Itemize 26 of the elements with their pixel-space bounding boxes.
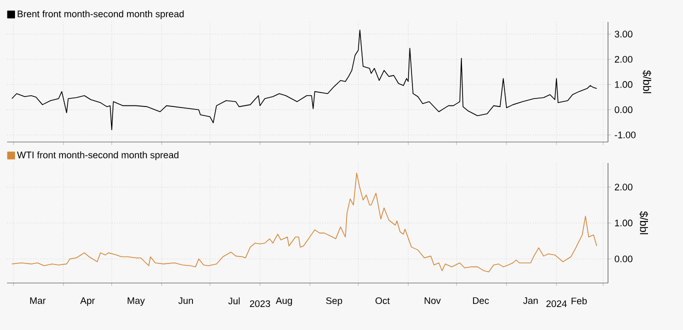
- y-axis-title: $/bbl: [642, 70, 652, 94]
- y-tick-label: 2.00: [614, 184, 632, 190]
- x-tick-label: May: [128, 297, 145, 306]
- x-tick-label: 2024: [546, 300, 567, 308]
- y-tick-label: -1.00: [614, 132, 636, 138]
- y-tick-label: 2.00: [614, 56, 632, 63]
- x-tick-label: Jun: [178, 297, 193, 304]
- legend-label: WTI front month-second month spread: [17, 151, 178, 160]
- x-tick-label: 2023: [250, 300, 270, 308]
- x-tick-label: Feb: [572, 297, 587, 304]
- x-tick-label: Oct: [376, 297, 390, 304]
- x-tick-label: Apr: [80, 297, 95, 306]
- x-tick-label: Sep: [326, 297, 342, 306]
- x-tick-label: Nov: [424, 297, 441, 304]
- y-tick-label: 0.00: [614, 256, 632, 262]
- x-tick-label: Jan: [523, 297, 538, 304]
- legend-label: Brent front month-second month spread: [18, 10, 184, 20]
- y-tick-label: 3.00: [614, 30, 632, 38]
- x-tick-label: Mar: [30, 297, 46, 304]
- y-tick-label: 1.00: [615, 220, 632, 226]
- x-tick-label: Dec: [473, 297, 489, 304]
- y-tick-label: 0.00: [614, 106, 632, 114]
- y-axis-title: $/bbl: [639, 211, 648, 234]
- x-tick-label: Aug: [276, 297, 292, 306]
- x-tick-label: Jul: [228, 297, 240, 304]
- y-tick-label: 1.00: [615, 81, 632, 88]
